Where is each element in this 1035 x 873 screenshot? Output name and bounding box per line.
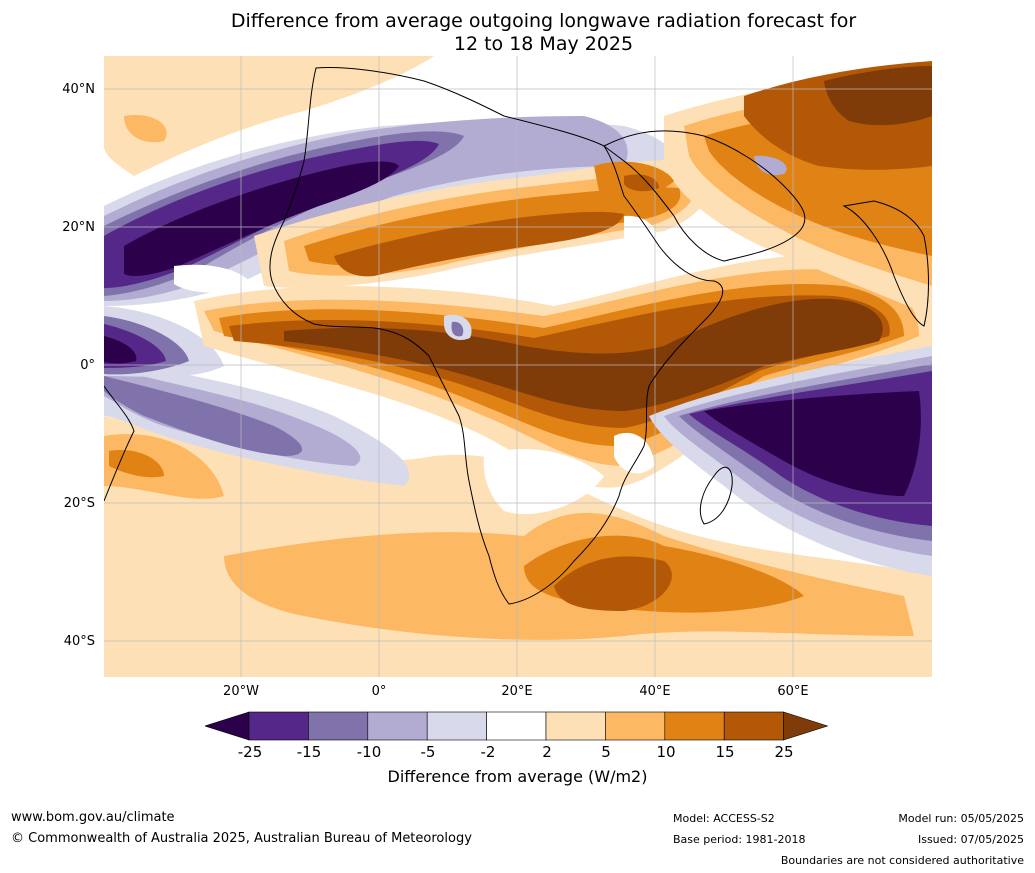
- lon-label-40e: 40°E: [639, 684, 671, 699]
- chart-title-line-2: 12 to 18 May 2025: [453, 33, 634, 55]
- copyright-text: © Commonwealth of Australia 2025, Austra…: [11, 831, 472, 846]
- colorbar-segment: [367, 711, 428, 741]
- anomaly-region-neutral-mozambique: [614, 432, 654, 474]
- anomaly-region-equator-darkest: [284, 298, 883, 411]
- colorbar-tick: 2: [542, 743, 552, 761]
- colorbar-tick: -2: [480, 743, 496, 761]
- anomaly-region-lilac-iran: [754, 155, 787, 176]
- anomaly-region-north-atlantic-light: [104, 56, 434, 176]
- base-period: Base period: 1981-2018: [673, 833, 806, 846]
- india-coastline: [842, 200, 929, 327]
- lon-label-20w: 20°W: [223, 684, 259, 699]
- colorbar-tick: -25: [237, 743, 263, 761]
- colorbar-tick: 15: [715, 743, 735, 761]
- madagascar-coastline: [699, 466, 733, 525]
- colorbar-extend-low: [205, 711, 250, 741]
- colorbar-tick: -5: [420, 743, 436, 761]
- graticule: [104, 56, 932, 677]
- website-link[interactable]: www.bom.gov.au/climate: [11, 810, 175, 825]
- anomaly-region-arabia-darkest: [824, 66, 932, 126]
- colorbar-segment: [545, 711, 606, 741]
- olr-anomaly-map: [104, 56, 932, 677]
- model-run-date: Model run: 05/05/2025: [898, 812, 1024, 825]
- colorbar-extend-high: [783, 711, 829, 741]
- colorbar-segment: [426, 711, 487, 741]
- anomaly-region-sw-orange: [104, 434, 224, 499]
- lat-label-40s: 40°S: [63, 634, 95, 649]
- colorbar-tick: 5: [601, 743, 611, 761]
- colorbar-segment: [605, 711, 666, 741]
- anomaly-region-sahara-brown: [334, 211, 624, 277]
- lat-label-0: 0°: [80, 358, 95, 373]
- chart-title-line-1: Difference from average outgoing longwav…: [230, 10, 857, 32]
- anomaly-region-north-darkest: [124, 161, 399, 276]
- lat-label-40n: 40°N: [62, 82, 95, 97]
- colorbar-segment: [486, 711, 547, 741]
- lat-label-20n: 20°N: [62, 220, 95, 235]
- africa-coastline: [269, 67, 724, 605]
- anomaly-region-indian-darkest: [704, 391, 921, 496]
- colorbar: [205, 711, 829, 741]
- colorbar-tick: 10: [656, 743, 676, 761]
- anomaly-region-mideast-brown: [624, 174, 659, 192]
- colorbar-label: Difference from average (W/m2): [387, 767, 648, 786]
- colorbar-segment: [308, 711, 369, 741]
- anomaly-region-gulf-darkest: [104, 336, 137, 364]
- anomaly-region-neutral-south-africa: [483, 448, 604, 515]
- colorbar-tick: 25: [774, 743, 794, 761]
- colorbar-segment: [248, 711, 309, 741]
- anomaly-region-south-orange-3: [554, 556, 672, 611]
- lon-label-60e: 60°E: [777, 684, 809, 699]
- model-name: Model: ACCESS-S2: [673, 812, 775, 825]
- boundaries-disclaimer: Boundaries are not considered authoritat…: [780, 854, 1024, 867]
- anomaly-region-neutral-gulf: [174, 264, 254, 293]
- arabia-coastline: [603, 130, 806, 262]
- colorbar-segment: [664, 711, 725, 741]
- colorbar-tick: -15: [296, 743, 322, 761]
- lon-label-0: 0°: [371, 684, 387, 699]
- anomaly-region-neutral-horn: [624, 215, 660, 264]
- coastlines: [104, 67, 929, 605]
- anomaly-region-north-purple: [104, 116, 628, 301]
- anomaly-region-atlantic-south-purple-2: [104, 376, 303, 456]
- anomaly-region-purple-central: [451, 321, 464, 337]
- colorbar-segment: [723, 711, 784, 741]
- anomaly-region-north-atlantic-orange: [124, 115, 167, 143]
- lat-label-20s: 20°S: [63, 496, 95, 511]
- south-america-coastline: [104, 385, 135, 502]
- issued-date: Issued: 07/05/2025: [917, 833, 1024, 846]
- lon-label-20e: 20°E: [501, 684, 533, 699]
- colorbar-tick: -10: [356, 743, 382, 761]
